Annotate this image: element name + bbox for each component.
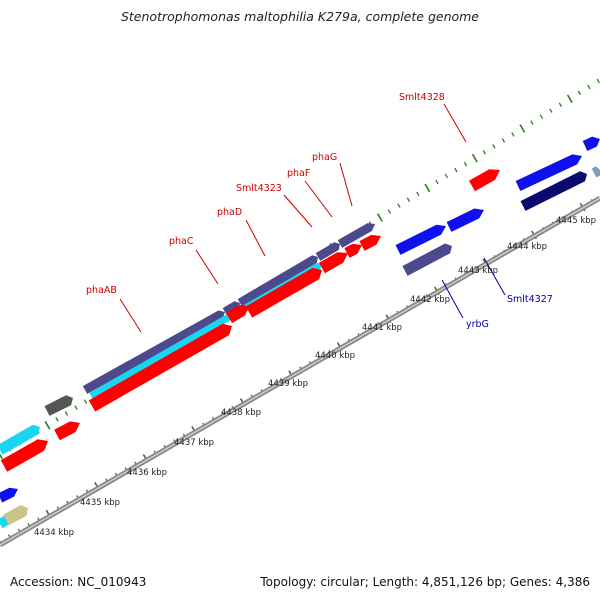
outer-scale-tick <box>566 94 573 104</box>
outer-scale-tick <box>558 102 563 108</box>
outer-scale-tick <box>387 209 392 214</box>
outer-scale-tick <box>530 120 534 125</box>
outer-scale-tick <box>519 124 526 133</box>
scale-label: 4442 kbp <box>410 295 450 305</box>
gene-arrow <box>44 395 73 416</box>
gene-arrow <box>88 323 232 412</box>
gene-arrow <box>89 310 238 399</box>
gene-arrow <box>582 136 600 151</box>
gene-arrow <box>515 154 582 191</box>
gene-arrow <box>237 255 318 307</box>
forward-gene-label: phaG <box>312 152 337 163</box>
forward-gene-label: Smlt4328 <box>399 92 445 103</box>
forward-gene-label: phaF <box>287 168 310 179</box>
reverse-gene-label: yrbG <box>466 319 489 330</box>
outer-scale-tick <box>501 138 506 143</box>
outer-scale-tick <box>596 78 600 84</box>
gene-features <box>0 136 600 529</box>
forward-label-leader <box>119 298 142 333</box>
gene-arrow <box>3 505 28 526</box>
gene-arrow <box>337 223 375 248</box>
gene-arrow <box>402 243 452 276</box>
outer-scale-tick <box>397 203 401 208</box>
outer-scale-tick <box>471 153 478 163</box>
accession-text: Accession: NC_010943 <box>10 575 147 589</box>
outer-scale-tick <box>587 84 591 90</box>
forward-label-leader <box>443 103 467 143</box>
scale-label: 4440 kbp <box>315 351 355 361</box>
gene-arrow <box>520 171 587 211</box>
scale-label: 4437 kbp <box>174 438 214 448</box>
outer-scale-tick <box>406 197 411 203</box>
outer-scale-tick <box>424 183 431 193</box>
gene-arrow <box>359 234 381 251</box>
outer-scale-tick <box>44 421 51 430</box>
gene-arrow <box>315 242 340 261</box>
gene-arrow <box>344 243 362 258</box>
gene-arrow <box>54 421 80 441</box>
scale-label: 4435 kbp <box>80 498 120 508</box>
outer-scale-tick <box>0 453 3 460</box>
forward-gene-label: phaC <box>169 236 194 247</box>
outer-scale-tick <box>74 405 78 410</box>
gene-arrow <box>245 267 322 318</box>
genome-backbone <box>0 195 600 548</box>
topology-text: Topology: circular; Length: 4,851,126 bp… <box>260 575 590 589</box>
map-title: Stenotrophomonas maltophilia K279a, comp… <box>120 9 480 24</box>
outer-scale-tick <box>377 213 383 222</box>
outer-scale-tick <box>454 167 458 173</box>
outer-scale-tick <box>416 191 420 197</box>
gene-arrow <box>395 224 446 255</box>
forward-label-leader <box>245 219 266 257</box>
outer-scale-tick <box>83 399 88 404</box>
reverse-label-leader <box>441 279 464 319</box>
gene-arrow <box>0 439 49 472</box>
gene-arrow <box>225 305 249 324</box>
scale-label: 4443 kbp <box>458 266 498 276</box>
outer-scale-tick <box>577 90 582 96</box>
forward-label-leader <box>283 194 313 228</box>
forward-label-leader <box>304 180 333 218</box>
outer-scale-tick <box>492 144 496 149</box>
scale-label: 4436 kbp <box>127 468 167 478</box>
gene-arrow <box>469 169 500 192</box>
forward-gene-label: Smlt4323 <box>236 183 282 194</box>
gene-arrow <box>446 208 484 232</box>
scale-labels: 4434 kbp 4435 kbp 4436 kbp 4437 kbp 4438 kbp… <box>34 216 596 538</box>
scale-label: 4441 kbp <box>362 323 402 333</box>
outer-scale-tick <box>482 150 487 155</box>
scale-label: 4445 kbp <box>556 216 596 226</box>
gene-arrow <box>222 301 240 316</box>
scale-label: 4434 kbp <box>34 528 74 538</box>
gene-arrow <box>319 252 348 274</box>
outer-scale-tick <box>511 132 515 137</box>
outer-scale-tick <box>444 173 449 179</box>
forward-gene-label: phaAB <box>86 285 117 296</box>
gene-arrow <box>0 424 40 455</box>
forward-label-leader <box>339 162 353 207</box>
backbone-highlight <box>0 197 600 546</box>
scale-label: 4438 kbp <box>221 408 261 418</box>
reverse-gene-label: Smlt4327 <box>507 294 553 305</box>
gene-arrow <box>591 166 600 178</box>
gene-arrow <box>0 487 18 503</box>
forward-gene-label: phaD <box>217 207 242 218</box>
outer-scale-tick <box>539 114 544 119</box>
outer-scale-tick <box>435 179 439 185</box>
reverse-label-leader <box>483 257 506 296</box>
scale-label: 4439 kbp <box>268 379 308 389</box>
gene-label-lines <box>119 103 506 333</box>
outer-scale-tick <box>55 417 59 422</box>
gene-arrow <box>82 310 225 394</box>
outer-scale-tick <box>463 161 468 167</box>
outer-scale-tick <box>64 411 69 416</box>
forward-label-leader <box>195 249 219 285</box>
outer-scale-tick <box>549 108 553 113</box>
scale-label: 4444 kbp <box>507 242 547 252</box>
